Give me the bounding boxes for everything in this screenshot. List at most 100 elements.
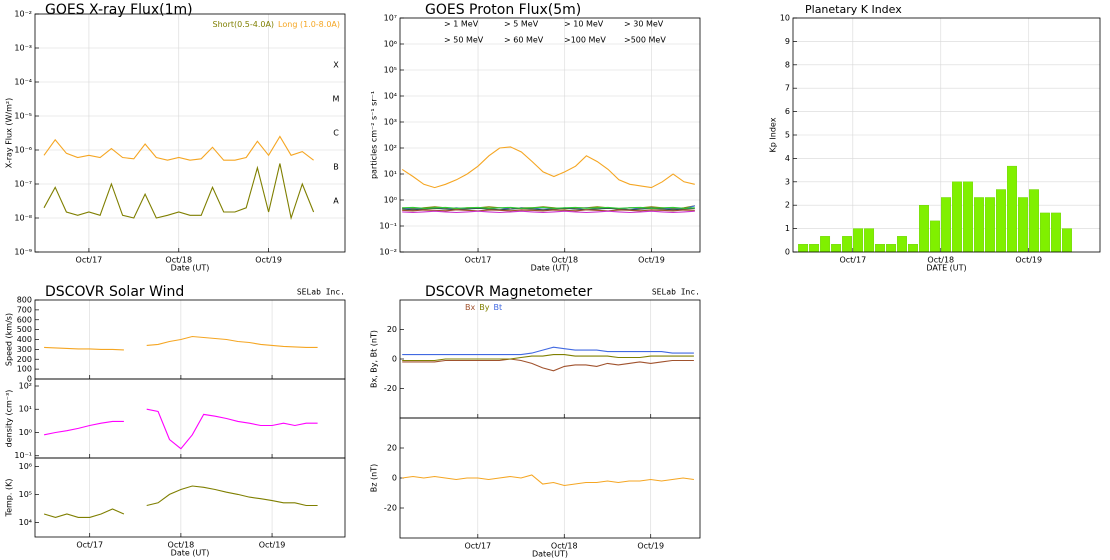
y-tick-label: 500 — [17, 325, 32, 334]
y-tick-label: -20 — [384, 504, 397, 513]
y-tick-label: 10⁻⁴ — [14, 78, 32, 87]
legend-entry: > 50 MeV — [444, 36, 484, 45]
y-tick-label: 10⁻⁹ — [14, 248, 32, 257]
y2-tick-label: M — [333, 94, 340, 103]
y-tick-label: 10⁵ — [19, 490, 32, 499]
bar — [930, 220, 940, 253]
chart-title: DSCOVR Magnetometer — [425, 284, 592, 300]
bar — [963, 181, 973, 253]
y-tick-label: 10⁷ — [384, 14, 397, 23]
x-tick-label: Oct/19 — [637, 542, 664, 551]
y-tick-label: 4 — [785, 154, 790, 163]
y-tick-label: 10⁴ — [384, 92, 397, 101]
plot-frame — [34, 457, 346, 538]
bar — [919, 204, 929, 253]
y-tick-label: 10¹ — [384, 170, 397, 179]
y-tick-label: 2 — [785, 201, 790, 210]
y-tick-label: 10⁰ — [384, 196, 397, 205]
series-line — [402, 210, 695, 214]
bar — [875, 244, 886, 253]
plot-frame — [399, 17, 701, 253]
y-axis-label: particles cm⁻² s⁻¹ sr⁻¹ — [370, 91, 379, 179]
y-tick-label: 20 — [387, 325, 397, 334]
y-tick-label: 10⁰ — [19, 428, 32, 437]
y-tick-label: 9 — [785, 37, 790, 46]
y-axis-label: Bz (nT) — [370, 464, 379, 492]
y-axis-label: Kp Index — [769, 117, 778, 152]
x-axis-label: DATE (UT) — [926, 264, 966, 273]
x-tick-label: Oct/19 — [255, 256, 282, 265]
bar — [974, 197, 984, 253]
y2-tick-label: A — [333, 196, 339, 205]
legend-entry: > 5 MeV — [504, 20, 539, 29]
bar — [798, 244, 809, 253]
y-tick-label: 8 — [785, 60, 790, 69]
series-line — [402, 474, 694, 487]
legend: Bx By Bt — [465, 303, 502, 312]
y-tick-label: 7 — [785, 84, 790, 93]
legend-entry: Bt — [493, 303, 502, 312]
y-tick-label: 10⁻⁷ — [14, 180, 32, 189]
chart-title: GOES X-ray Flux(1m) — [45, 2, 193, 18]
plot-frame — [792, 17, 1101, 253]
series-line — [402, 209, 695, 212]
y-tick-label: 10⁻¹ — [14, 451, 32, 460]
y-tick-label: -20 — [384, 384, 397, 393]
y-tick-label: 10⁵ — [384, 66, 397, 75]
y-tick-label: 10¹ — [19, 405, 32, 414]
y-tick-label: 10⁻³ — [14, 44, 32, 53]
y-tick-label: 10⁻⁶ — [14, 146, 32, 155]
y-tick-label: 0 — [27, 375, 32, 384]
y-tick-label: 0 — [392, 474, 397, 483]
y-tick-label: 10² — [384, 144, 397, 153]
bar — [952, 181, 962, 253]
bar — [831, 244, 842, 253]
bar — [820, 236, 831, 253]
bar — [897, 236, 907, 253]
y-tick-label: 0 — [392, 355, 397, 364]
y-tick-label: 10⁻¹ — [379, 222, 397, 231]
plot-frame — [399, 417, 701, 539]
x-tick-label: Oct/17 — [76, 541, 103, 550]
y2-tick-label: C — [333, 128, 339, 137]
series-line — [402, 207, 695, 211]
y-tick-label: 700 — [17, 305, 32, 314]
y-tick-label: 10 — [780, 14, 790, 23]
y-tick-label: 10² — [19, 381, 32, 390]
x-tick-label: Oct/17 — [76, 256, 103, 265]
series-line — [43, 408, 318, 450]
bar — [1062, 228, 1072, 253]
bar — [941, 197, 951, 253]
legend-entry: By — [479, 303, 489, 312]
legend-entry: >100 MeV — [564, 36, 606, 45]
x-tick-label: Oct/18 — [927, 256, 954, 265]
x-axis-label: Date (UT) — [171, 549, 210, 558]
chart-title: DSCOVR Solar Wind — [45, 284, 184, 300]
series-line — [43, 135, 314, 161]
chart-title: GOES Proton Flux(5m) — [425, 2, 581, 18]
y-tick-label: 300 — [17, 345, 32, 354]
y-tick-label: 400 — [17, 335, 32, 344]
bar — [996, 189, 1006, 253]
y-tick-label: 10³ — [384, 118, 397, 127]
y-tick-label: 10⁻² — [14, 10, 32, 19]
x-tick-label: Oct/17 — [464, 542, 491, 551]
legend-entry: Bx — [465, 303, 475, 312]
y-tick-label: 10⁶ — [384, 40, 397, 49]
legend-entry: > 10 MeV — [564, 20, 604, 29]
y-tick-label: 200 — [17, 355, 32, 364]
series-line — [44, 335, 318, 351]
bar — [985, 197, 995, 253]
bar — [809, 244, 820, 253]
legend: Short(0.5-4.0A) Long (1.0-8.0A) — [213, 20, 340, 29]
series-line — [401, 146, 695, 189]
y-tick-label: 10⁻² — [379, 248, 397, 257]
y-tick-label: 0 — [785, 248, 790, 257]
series-line — [402, 354, 694, 362]
y-tick-label: 1 — [785, 224, 790, 233]
x-axis-label: Date (UT) — [531, 264, 570, 273]
y-tick-label: 3 — [785, 177, 790, 186]
series-line — [43, 485, 318, 518]
series-line — [402, 346, 694, 356]
